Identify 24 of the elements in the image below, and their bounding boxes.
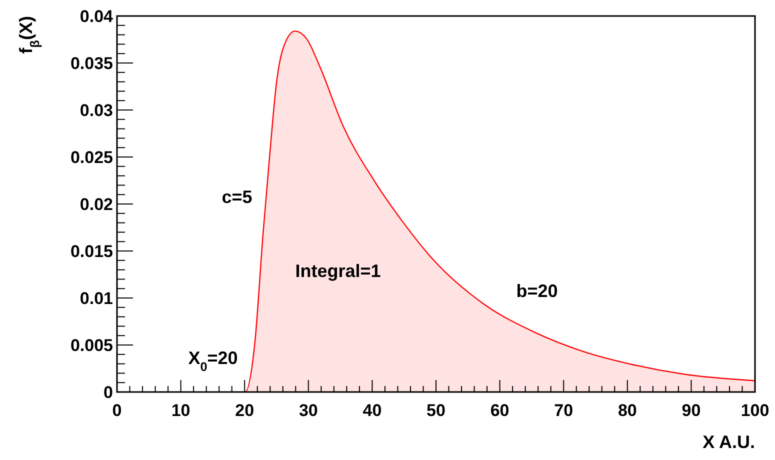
x-axis-title: X A.U. (702, 432, 755, 452)
y-tick-label: 0.035 (70, 54, 113, 73)
x-tick-label: 50 (426, 401, 446, 420)
x-tick-label: 100 (740, 401, 770, 420)
y-tick-label: 0.03 (80, 101, 113, 120)
y-tick-label: 0.015 (70, 242, 113, 261)
y-tick-label: 0.01 (80, 289, 113, 308)
y-tick-label: 0 (104, 383, 113, 402)
y-tick-label: 0.025 (70, 148, 113, 167)
annotation: c=5 (222, 187, 252, 207)
x-tick-label: 80 (618, 401, 637, 420)
x-tick-label: 40 (362, 401, 382, 420)
y-tick-label: 0.005 (70, 336, 113, 355)
x-tick-label: 70 (554, 401, 574, 420)
x-tick-label: 90 (682, 401, 701, 420)
annotation: Integral=1 (295, 261, 381, 281)
x-tick-label: 10 (171, 401, 190, 420)
x-tick-label: 20 (235, 401, 254, 420)
x-tick-label: 60 (490, 401, 510, 420)
y-tick-label: 0.02 (80, 195, 113, 214)
x-tick-label: 30 (298, 401, 318, 420)
annotation: b=20 (516, 281, 558, 301)
y-tick-label: 0.04 (80, 7, 114, 26)
annotation: X$_{0}$=20 (188, 348, 238, 374)
